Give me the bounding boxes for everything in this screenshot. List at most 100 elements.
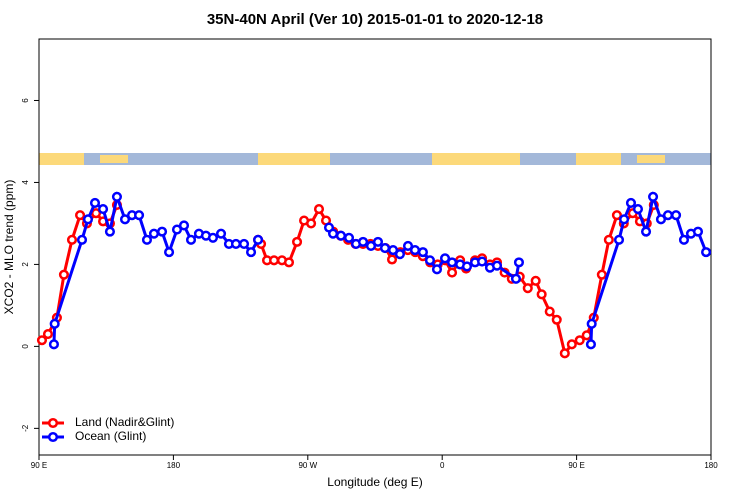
- data-point: [148, 228, 160, 239]
- y-tick-label: -2: [21, 424, 30, 432]
- legend-marker: [47, 417, 59, 429]
- x-tick-label: 180: [704, 461, 718, 470]
- data-point: [230, 238, 242, 249]
- x-tick-label: 90 W: [298, 461, 317, 470]
- data-point: [632, 204, 644, 215]
- data-point: [269, 255, 280, 266]
- data-point: [585, 339, 596, 350]
- x-tick-label: 90 E: [568, 461, 584, 470]
- data-point: [544, 306, 555, 317]
- data-point: [313, 204, 325, 215]
- data-point: [551, 314, 562, 325]
- data-point: [402, 240, 414, 252]
- y-tick-label: 6: [21, 98, 30, 103]
- data-point: [42, 329, 54, 340]
- plot-frame: [38, 38, 712, 456]
- data-point: [603, 234, 614, 245]
- legend-marker: [47, 431, 59, 443]
- data-point: [90, 208, 102, 219]
- data-point: [613, 234, 625, 245]
- data-point: [409, 245, 421, 256]
- data-point: [424, 255, 436, 266]
- data-point: [678, 234, 690, 245]
- data-point: [574, 335, 585, 346]
- data-point: [134, 210, 145, 221]
- data-point: [119, 214, 131, 225]
- data-point: [104, 226, 115, 237]
- data-point: [89, 197, 101, 208]
- y-tick-label: 2: [21, 262, 30, 267]
- data-point: [365, 240, 377, 252]
- data-point: [417, 247, 428, 258]
- data-point: [701, 247, 712, 258]
- legend-label: Ocean (Glint): [75, 429, 146, 443]
- data-point: [536, 289, 547, 300]
- data-point: [692, 226, 704, 237]
- data-point: [66, 234, 78, 245]
- data-point: [611, 210, 622, 221]
- data-point: [76, 234, 88, 245]
- data-point: [343, 232, 355, 243]
- data-point: [530, 275, 541, 286]
- data-point: [447, 257, 458, 268]
- data-point: [522, 283, 533, 294]
- data-point: [171, 224, 183, 235]
- x-axis-label: Longitude (deg E): [327, 475, 422, 489]
- data-point: [372, 236, 384, 247]
- data-point: [164, 247, 175, 258]
- data-point: [215, 228, 227, 239]
- data-point: [246, 247, 257, 258]
- data-point: [327, 228, 339, 239]
- data-point: [491, 260, 503, 271]
- data-point: [238, 238, 250, 249]
- data-point: [141, 234, 153, 245]
- data-point: [566, 339, 577, 350]
- data-point: [306, 218, 317, 229]
- data-point: [36, 335, 48, 346]
- data-point: [379, 242, 391, 254]
- data-point: [178, 220, 190, 231]
- data-point: [207, 232, 219, 243]
- data-point: [157, 226, 168, 237]
- data-point: [185, 234, 197, 245]
- data-point: [586, 318, 597, 329]
- data-point: [49, 318, 60, 329]
- data-point: [335, 230, 347, 241]
- chart-title: 35N-40N April (Ver 10) 2015-01-01 to 202…: [207, 11, 543, 28]
- x-tick-label: 0: [440, 461, 445, 470]
- data-point: [581, 330, 592, 341]
- data-point: [386, 254, 398, 265]
- data-point: [655, 214, 667, 225]
- data-point: [431, 264, 443, 275]
- data-point: [640, 226, 652, 237]
- data-point: [619, 214, 630, 225]
- x-tick-label: 180: [167, 461, 181, 470]
- data-point: [461, 261, 473, 272]
- data-point: [75, 210, 86, 221]
- data-point: [671, 210, 682, 221]
- data-point: [648, 191, 659, 202]
- data-point: [388, 245, 399, 256]
- data-point: [559, 348, 570, 359]
- data-point: [447, 267, 458, 278]
- x-tick-label: 90 E: [31, 461, 47, 470]
- legend-label: Land (Nadir&Glint): [75, 415, 174, 429]
- data-point: [58, 269, 69, 280]
- data-point: [625, 197, 637, 208]
- data-point: [596, 269, 607, 280]
- data-point: [253, 234, 264, 245]
- data-point: [98, 204, 109, 215]
- data-point: [48, 339, 59, 350]
- data-point: [291, 236, 303, 247]
- data-point: [477, 256, 488, 267]
- y-tick-label: 4: [21, 180, 30, 185]
- data-point: [111, 191, 123, 202]
- data-point: [394, 249, 405, 260]
- y-tick-label: 0: [21, 344, 30, 349]
- series-line: [40, 204, 656, 357]
- data-point: [513, 257, 525, 268]
- data-point: [510, 273, 522, 284]
- data-point: [358, 236, 369, 247]
